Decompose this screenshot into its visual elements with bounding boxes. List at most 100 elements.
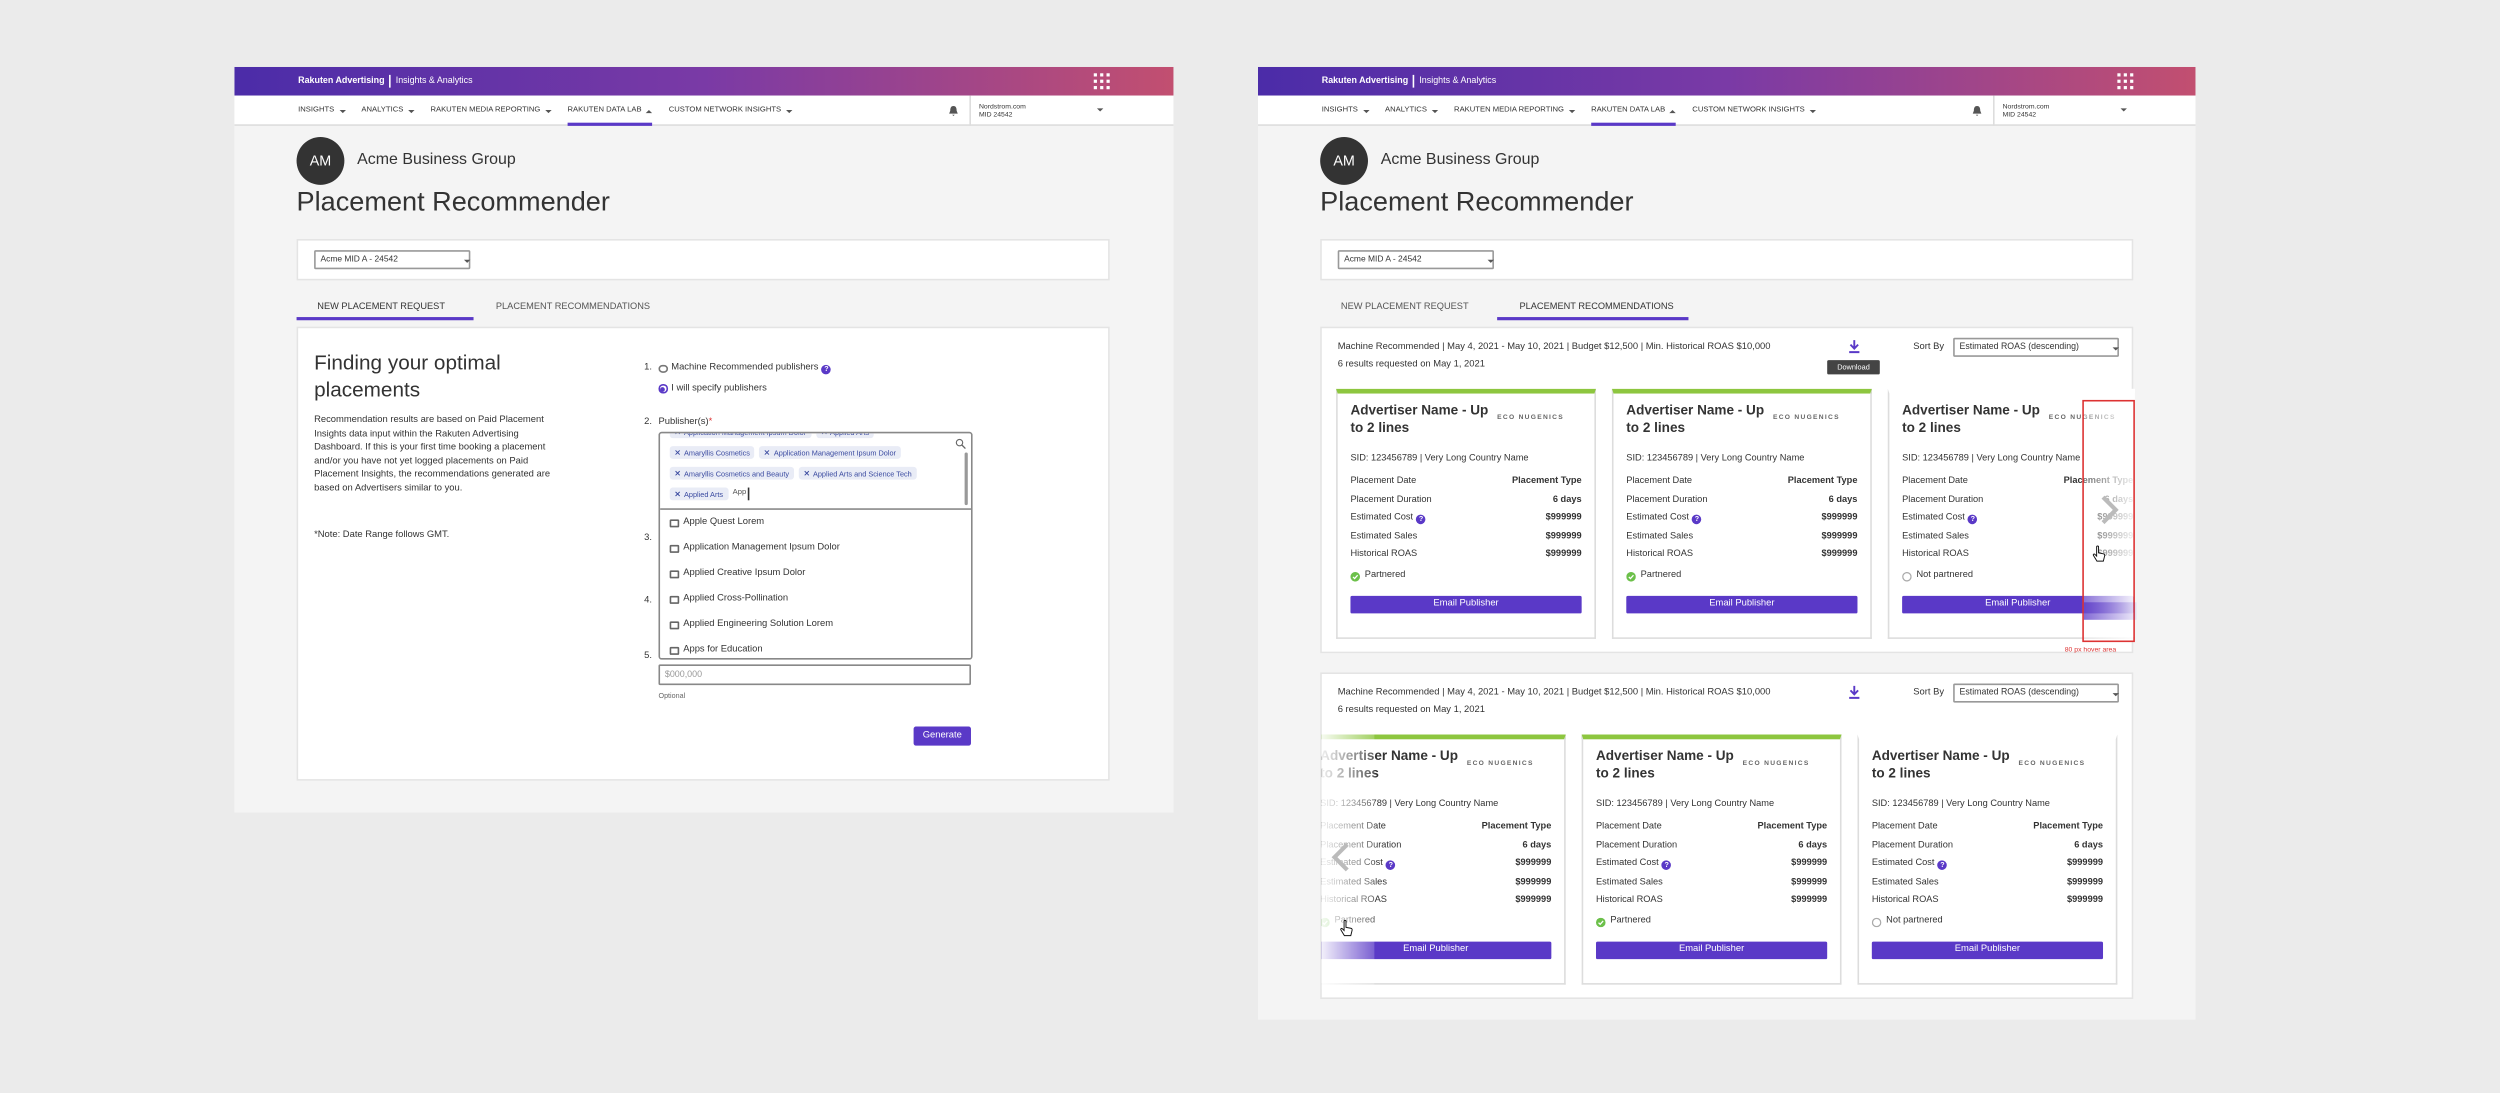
dropdown-option[interactable]: Apps for Education (669, 645, 763, 656)
chip-remove[interactable] (674, 449, 681, 455)
chip[interactable]: Application Management Ipsum Dolor (759, 446, 901, 459)
metric-label-text: Placement Date (1871, 822, 1938, 832)
nav-item[interactable]: ANALYTICS (361, 96, 415, 126)
dropdown-option[interactable]: Applied Creative Ipsum Dolor (669, 569, 805, 580)
dropdown-option-label: Apps for Education (683, 645, 763, 655)
nav-item[interactable]: INSIGHTS (1322, 96, 1370, 126)
chip[interactable]: Applied Arts and Science Tech (798, 466, 917, 480)
chip[interactable]: Applied Arts (815, 433, 874, 439)
download-icon[interactable] (1848, 685, 1861, 699)
email-button[interactable]: Email Publisher (1350, 595, 1582, 614)
nav-item[interactable]: RAKUTEN MEDIA REPORTING (1454, 96, 1576, 126)
tab[interactable]: PLACEMENT RECOMMENDATIONS (495, 302, 651, 313)
metric-label: Placement Duration (1596, 840, 1677, 851)
email-button[interactable]: Email Publisher (1595, 941, 1828, 960)
metric-label-text: Placement Date (1902, 476, 1968, 486)
grid-dot (2123, 85, 2128, 90)
chip-remove[interactable] (820, 433, 827, 435)
dropdown-option[interactable]: Application Management Ipsum Dolor (669, 543, 840, 554)
metric-label: Placement Date (1350, 476, 1416, 487)
sort-select[interactable]: Estimated ROAS (descending) (1953, 337, 2119, 357)
radio-option[interactable]: Machine Recommended publishers? (658, 363, 832, 374)
account-caret (2120, 107, 2127, 111)
form-description: Recommendation results are based on Paid… (314, 415, 551, 494)
nav-item[interactable]: RAKUTEN DATA LAB (1591, 96, 1677, 126)
mid-select[interactable]: Acme MID A - 24542 (1337, 250, 1494, 270)
search-icon (955, 438, 966, 449)
form-title: Finding your optimal placements (314, 350, 501, 402)
publisher-multiselect[interactable]: Application Management Ipsum Dolor Applie… (658, 431, 973, 660)
chip-remove[interactable] (674, 433, 681, 435)
apps-grid[interactable] (2117, 73, 2134, 90)
metric-value: 6 days (1798, 840, 1828, 851)
checkbox (669, 519, 679, 528)
metric-label: Historical ROAS (1872, 895, 1939, 906)
x-icon (821, 433, 827, 435)
metric-label-text: Estimated Sales (1871, 877, 1939, 887)
apps-grid[interactable] (1093, 73, 1110, 90)
prev-arrow[interactable] (1330, 841, 1352, 873)
dropdown-option[interactable]: Apple Quest Lorem (669, 518, 764, 529)
chip[interactable]: Application Management Ipsum Dolor (669, 433, 811, 439)
dropdown-option[interactable]: Applied Cross-Pollination (669, 594, 788, 605)
chip-remove[interactable] (674, 470, 681, 476)
account-name: Nordstrom.com (2002, 101, 2050, 110)
chip[interactable]: Amaryllis Cosmetics and Beauty (669, 466, 794, 480)
chip[interactable]: Applied Arts (669, 487, 728, 501)
mid-select-value: Acme MID A - 24542 (320, 254, 398, 265)
account-switcher[interactable]: Nordstrom.com MID 24542 (2003, 102, 2131, 121)
metric-value: $999999 (2067, 895, 2104, 905)
nav-item[interactable]: RAKUTEN DATA LAB (567, 96, 653, 126)
sort-value: Estimated ROAS (descending) (1959, 688, 2079, 698)
caret (545, 109, 552, 113)
screen-panel: Rakuten Advertising Insights & Analytics I… (1257, 66, 2196, 1020)
metric-value: Placement Type (2033, 822, 2104, 832)
tab[interactable]: PLACEMENT RECOMMENDATIONS (1519, 302, 1674, 313)
publishers-label: Publisher(s)* (658, 417, 712, 428)
search-input[interactable]: App (733, 487, 749, 501)
metric-value: $999999 (1821, 549, 1858, 560)
email-button[interactable]: Email Publisher (1321, 941, 1552, 960)
nav-item[interactable]: RAKUTEN MEDIA REPORTING (430, 96, 552, 126)
grid-dot (2129, 85, 2134, 90)
tab[interactable]: NEW PLACEMENT REQUEST (317, 302, 446, 313)
tab[interactable]: NEW PLACEMENT REQUEST (1340, 302, 1469, 313)
grid-dot (2123, 73, 2128, 78)
email-button[interactable]: Email Publisher (1902, 595, 2134, 614)
sid: SID: 123456789 | Very Long Country Name (1321, 799, 1499, 810)
dropdown-option[interactable]: Applied Engineering Solution Lorem (669, 620, 833, 631)
metric-label: Placement Date (1902, 476, 1968, 487)
download-icon[interactable] (1848, 339, 1861, 354)
generate-button[interactable]: Generate (913, 726, 971, 746)
radio-option[interactable]: I will specify publishers (658, 383, 767, 394)
budget-input[interactable]: $000,000 (658, 664, 971, 686)
metric-label-text: Estimated Sales (1595, 877, 1663, 887)
grid-dot (1093, 73, 1098, 78)
sort-select[interactable]: Estimated ROAS (descending) (1953, 683, 2119, 703)
nav-item-label: RAKUTEN MEDIA REPORTING (1454, 106, 1564, 115)
mid-selector-box: Acme MID A - 24542 (1320, 238, 2134, 281)
nav-item[interactable]: CUSTOM NETWORK INSIGHTS (669, 96, 793, 126)
email-button[interactable]: Email Publisher (1871, 941, 2104, 960)
nav-items: INSIGHTS ANALYTICS RAKUTEN MEDIA REPORTING… (298, 96, 808, 126)
next-arrow[interactable] (2098, 494, 2120, 526)
metric-value: $999999 (1545, 513, 1582, 523)
nav-item[interactable]: CUSTOM NETWORK INSIGHTS (1692, 96, 1816, 126)
avatar: AM (296, 137, 345, 185)
metric-label: Estimated Sales (1872, 877, 1939, 888)
bell-icon (949, 105, 959, 116)
nav-item[interactable]: ANALYTICS (1385, 96, 1439, 126)
account-switcher[interactable]: Nordstrom.com MID 24542 (979, 102, 1107, 121)
status-icon (1626, 571, 1636, 581)
chip-remove[interactable] (764, 449, 770, 455)
mid-select[interactable]: Acme MID A - 24542 (314, 250, 471, 270)
radio-dot (660, 386, 666, 392)
chip[interactable]: Amaryllis Cosmetics (669, 446, 755, 459)
status-icon (1871, 916, 1882, 927)
chip-remove[interactable] (803, 470, 809, 476)
chip-remove[interactable] (674, 491, 681, 497)
email-button[interactable]: Email Publisher (1626, 595, 1858, 614)
metric-value: $999999 (2067, 877, 2104, 887)
help-icon: ? (1386, 859, 1396, 870)
nav-item[interactable]: INSIGHTS (298, 96, 346, 126)
